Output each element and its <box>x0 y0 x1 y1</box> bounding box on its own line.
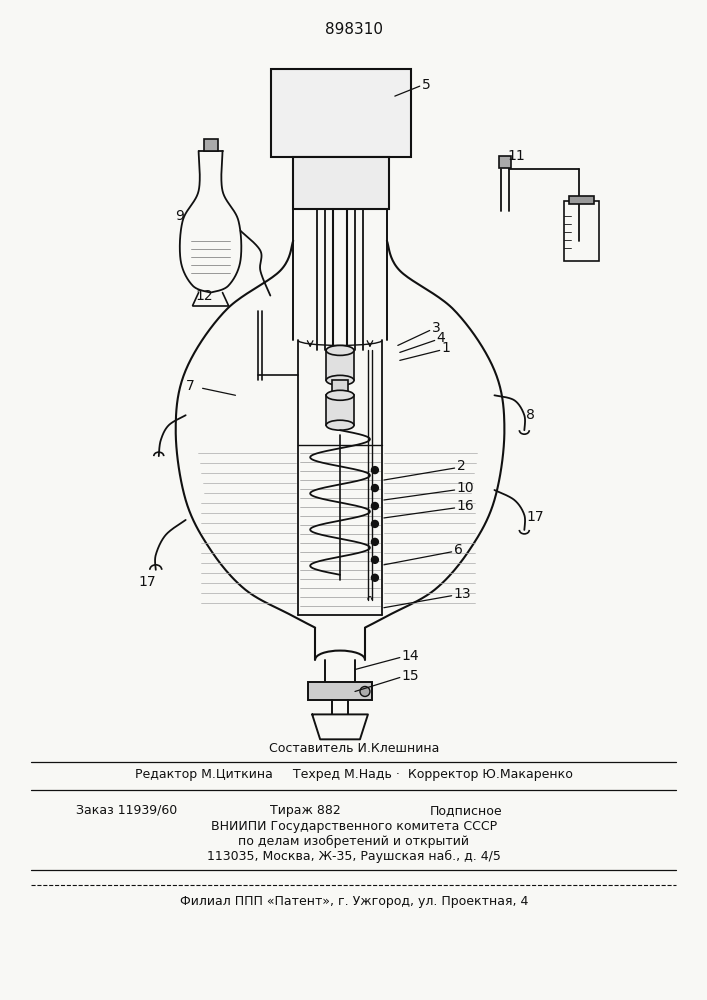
Circle shape <box>371 520 378 527</box>
Text: 8: 8 <box>526 408 535 422</box>
Bar <box>569 196 594 204</box>
Circle shape <box>371 574 378 581</box>
Text: Тираж 882: Тираж 882 <box>270 804 341 817</box>
Text: 5: 5 <box>422 78 431 92</box>
Text: 3: 3 <box>432 321 440 335</box>
Text: Заказ 11939/60: Заказ 11939/60 <box>76 804 177 817</box>
Bar <box>332 380 348 395</box>
Bar <box>271 69 411 157</box>
Text: 898310: 898310 <box>325 22 383 37</box>
Ellipse shape <box>326 345 354 355</box>
Text: ВНИИПИ Государственного комитета СССР: ВНИИПИ Государственного комитета СССР <box>211 820 497 833</box>
Circle shape <box>371 556 378 563</box>
Text: 12: 12 <box>196 289 214 303</box>
Text: 10: 10 <box>457 481 474 495</box>
Ellipse shape <box>326 375 354 385</box>
Text: 113035, Москва, Ж-35, Раушская наб., д. 4/5: 113035, Москва, Ж-35, Раушская наб., д. … <box>207 849 501 863</box>
Circle shape <box>371 538 378 545</box>
Circle shape <box>360 686 370 696</box>
Circle shape <box>371 467 378 474</box>
Text: 1: 1 <box>442 341 450 355</box>
Text: 14: 14 <box>402 649 419 663</box>
Text: 6: 6 <box>454 543 462 557</box>
Text: Составитель И.Клешнина: Составитель И.Клешнина <box>269 742 439 755</box>
Bar <box>293 157 389 209</box>
Text: 7: 7 <box>186 379 194 393</box>
Text: 9: 9 <box>175 209 184 223</box>
Bar <box>499 156 511 168</box>
Circle shape <box>371 485 378 492</box>
Text: 15: 15 <box>402 669 419 683</box>
Text: Подписное: Подписное <box>430 804 503 817</box>
Text: 13: 13 <box>454 587 472 601</box>
Bar <box>326 350 354 380</box>
Ellipse shape <box>326 420 354 430</box>
Text: 4: 4 <box>437 331 445 345</box>
Text: Редактор М.Циткина     Техред М.Надь ·  Корректор Ю.Макаренко: Редактор М.Циткина Техред М.Надь · Корре… <box>135 768 573 781</box>
Text: 11: 11 <box>508 149 525 163</box>
Text: Филиал ППП «Патент», г. Ужгород, ул. Проектная, 4: Филиал ППП «Патент», г. Ужгород, ул. Про… <box>180 895 528 908</box>
Bar <box>326 395 354 425</box>
Circle shape <box>371 502 378 509</box>
Ellipse shape <box>326 390 354 400</box>
Text: 17: 17 <box>139 575 156 589</box>
Bar <box>204 139 218 151</box>
Text: 17: 17 <box>526 510 544 524</box>
Bar <box>564 201 599 261</box>
Text: 16: 16 <box>457 499 474 513</box>
Text: 2: 2 <box>457 459 465 473</box>
Text: по делам изобретений и открытий: по делам изобретений и открытий <box>238 835 469 848</box>
Bar <box>308 682 372 700</box>
